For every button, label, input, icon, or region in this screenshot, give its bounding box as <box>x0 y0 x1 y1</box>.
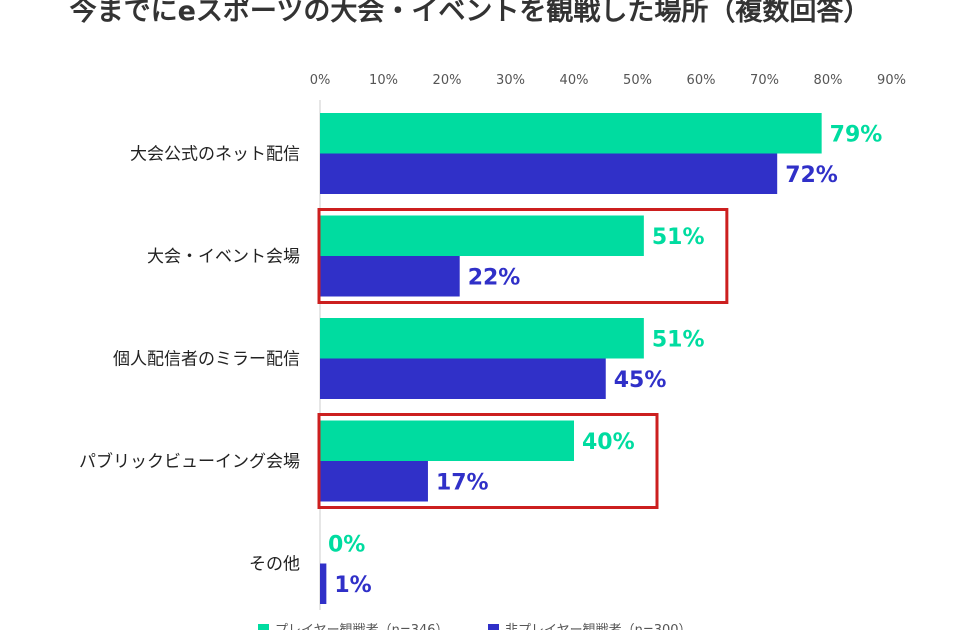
data-label: 51% <box>652 225 705 250</box>
x-tick-label: 60% <box>687 73 716 88</box>
legend-swatch <box>258 624 269 630</box>
x-tick-label: 90% <box>877 73 906 88</box>
chart-title: 今までにeスポーツの大会・イベントを観戦した場所（複数回答） <box>70 0 871 27</box>
bar-player <box>320 420 574 461</box>
highlight-box <box>317 208 729 304</box>
bar-player <box>320 215 644 256</box>
data-label: 79% <box>830 122 883 147</box>
bars-group: 大会公式のネット配信 79% 72% 大会・イベント会場 51% 22% 個人配信者のミラー… <box>79 100 882 610</box>
x-tick-label: 40% <box>560 73 589 88</box>
category-label: その他 <box>249 555 300 575</box>
legend-label: 非プレイヤー観戦者（n=300） <box>505 623 692 630</box>
legend-swatch <box>488 624 499 630</box>
x-tick-label: 50% <box>623 73 652 88</box>
data-label: 1% <box>334 573 371 598</box>
data-label: 0% <box>328 532 365 557</box>
data-label: 45% <box>614 368 667 393</box>
category-label: 大会公式のネット配信 <box>130 145 300 165</box>
bar-non-player <box>320 153 778 194</box>
x-tick-label: 70% <box>750 73 779 88</box>
highlight-box <box>317 413 659 509</box>
x-tick-label: 80% <box>814 73 843 88</box>
data-label: 40% <box>582 430 635 455</box>
bar-non-player <box>320 461 428 502</box>
legend: プレイヤー観戦者（n=346） 非プレイヤー観戦者（n=300） <box>258 623 692 630</box>
category-label: 大会・イベント会場 <box>147 247 300 267</box>
x-tick-label: 0% <box>310 73 331 88</box>
x-axis: 0% 10% 20% 30% 40% 50% 60% 70% 80% 90% <box>310 73 906 88</box>
legend-label: プレイヤー観戦者（n=346） <box>275 623 449 630</box>
x-tick-label: 10% <box>369 73 398 88</box>
bar-non-player <box>320 563 327 604</box>
data-label: 22% <box>468 265 521 290</box>
data-label: 51% <box>652 327 705 352</box>
category-label: パブリックビューイング会場 <box>79 451 300 472</box>
data-label: 17% <box>436 470 489 495</box>
category-label: 個人配信者のミラー配信 <box>113 350 300 370</box>
x-tick-label: 30% <box>496 73 525 88</box>
bar-non-player <box>320 256 460 297</box>
bar-player <box>320 113 822 154</box>
data-label: 72% <box>785 163 838 188</box>
bar-player <box>320 318 644 359</box>
bar-non-player <box>320 358 606 399</box>
x-tick-label: 20% <box>433 73 462 88</box>
